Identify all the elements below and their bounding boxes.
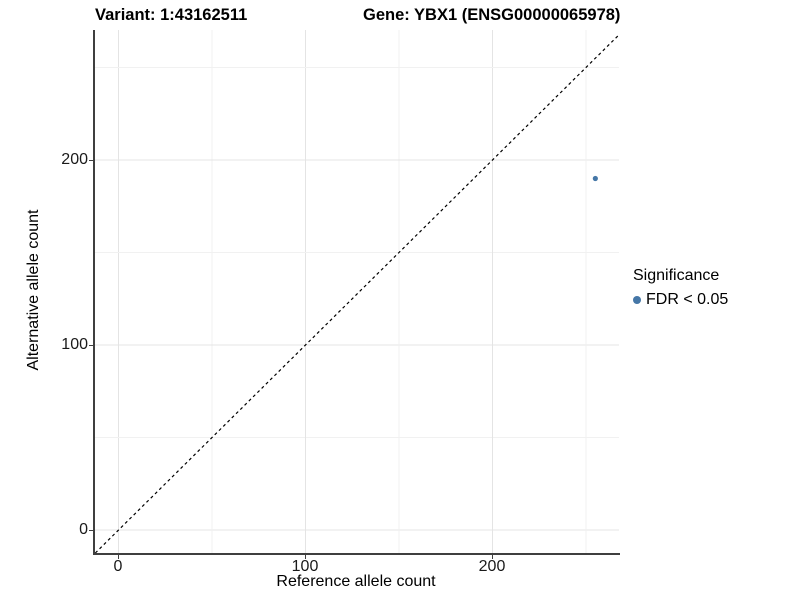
x-tick-0: [118, 555, 119, 559]
legend-point-icon: [633, 296, 641, 304]
legend-entry-label: FDR < 0.05: [646, 291, 729, 308]
x-tick-label: 100: [291, 558, 319, 575]
plot-title-gene: Gene: YBX1 (ENSG00000065978): [363, 6, 621, 24]
y-tick-200: [89, 160, 93, 161]
x-tick-label: 0: [113, 558, 123, 575]
y-tick-label: 0: [79, 521, 88, 538]
x-tick-200: [492, 555, 493, 559]
x-axis-line: [93, 553, 620, 555]
data-point: [592, 175, 598, 182]
y-axis-title: Alternative allele count: [25, 209, 42, 371]
identity-line: [94, 34, 620, 554]
y-tick-label: 100: [61, 336, 88, 353]
x-tick-100: [305, 555, 306, 559]
y-tick-0: [89, 530, 93, 531]
legend: Significance FDR < 0.05: [633, 267, 728, 309]
y-axis-line: [93, 30, 95, 554]
legend-title: Significance: [633, 267, 720, 284]
y-tick-100: [89, 345, 93, 346]
x-tick-label: 200: [478, 558, 506, 575]
x-axis-title: Reference allele count: [276, 573, 436, 590]
legend-entry: FDR < 0.05: [633, 291, 728, 309]
plot-title-variant: Variant: 1:43162511: [95, 6, 248, 24]
y-tick-label: 200: [61, 151, 88, 168]
